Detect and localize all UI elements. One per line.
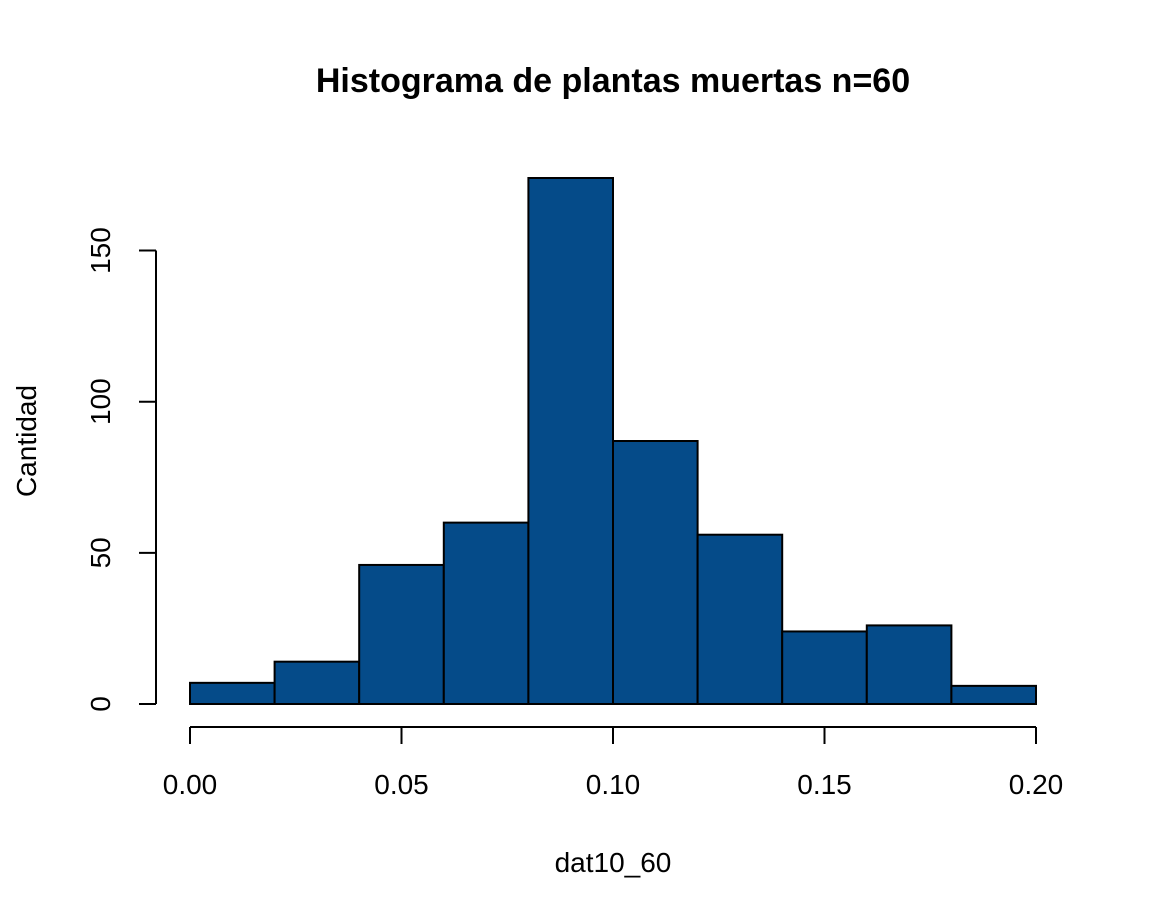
histogram-bar	[612, 440, 699, 705]
x-tick-label: 0.20	[1009, 769, 1064, 800]
x-axis-label: dat10_60	[555, 847, 672, 878]
histogram-bar	[950, 684, 1038, 705]
histogram-bar	[781, 630, 868, 706]
x-tick-label: 0.05	[374, 769, 429, 800]
histogram-bar	[527, 177, 615, 705]
y-axis: 0 50 100 150	[85, 227, 157, 712]
y-tick-label: 150	[85, 227, 116, 274]
histogram-bar	[865, 624, 953, 705]
histogram-bar	[273, 660, 361, 705]
y-tick-label: 0	[85, 696, 116, 712]
histogram-bar	[696, 533, 784, 705]
x-axis: 0.00 0.05 0.10 0.15 0.20	[163, 726, 1064, 800]
y-tick-label: 50	[85, 537, 116, 568]
histogram-bar	[189, 681, 276, 705]
histogram-bar	[358, 563, 445, 705]
bars-group	[189, 177, 1038, 706]
x-tick-label: 0.00	[163, 769, 218, 800]
histogram-bar	[442, 521, 530, 705]
x-tick-label: 0.15	[797, 769, 852, 800]
y-tick-label: 100	[85, 378, 116, 425]
x-tick-label: 0.10	[586, 769, 641, 800]
y-axis-label: Cantidad	[11, 385, 42, 497]
chart-title: Histograma de plantas muertas n=60	[316, 62, 910, 100]
